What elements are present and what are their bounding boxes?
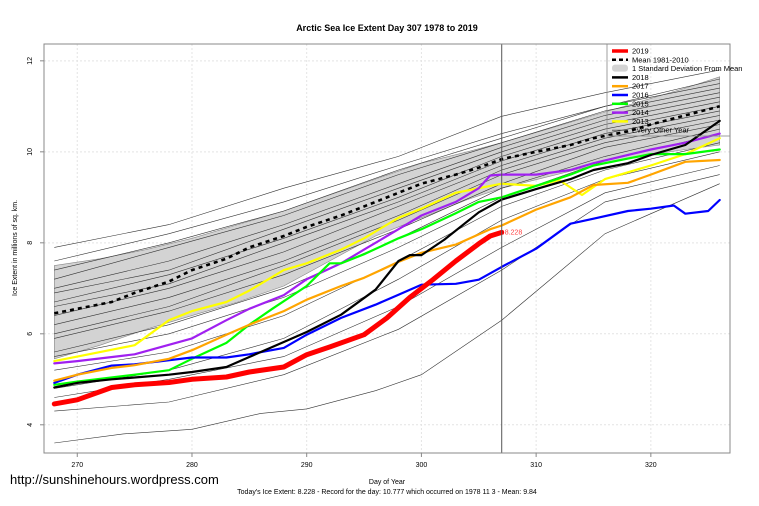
x-tick-label: 270 <box>71 462 83 469</box>
legend-item: 2014 <box>612 108 649 117</box>
mean-line <box>54 105 721 315</box>
series-line-2015 <box>53 148 721 386</box>
legend-label: 2013 <box>632 117 649 126</box>
series-line-2013 <box>53 137 721 363</box>
footer-summary: Today's Ice Extent: 8.228 - Record for t… <box>237 489 537 496</box>
other-year-line <box>54 106 720 307</box>
other-year-line <box>54 92 720 289</box>
other-year-line <box>54 87 720 280</box>
series-line-2018 <box>53 119 721 389</box>
other-year-line <box>54 101 720 303</box>
x-tick-label: 290 <box>301 462 313 469</box>
legend-item: 2017 <box>612 82 649 91</box>
other-year-line <box>54 119 720 335</box>
other-year-line <box>54 174 720 412</box>
chart-title: Arctic Sea Ice Extent Day 307 1978 to 20… <box>296 23 478 33</box>
other-year-line <box>54 183 720 444</box>
mean-series-line <box>54 105 721 315</box>
other-year-line <box>54 83 720 271</box>
legend-label: 2018 <box>632 73 649 82</box>
legend-label: 1 Standard Deviation From Mean <box>632 64 742 73</box>
legend-item: 2019 <box>612 47 649 56</box>
y-axis-label: Ice Extent in millions of sq. km. <box>12 200 19 296</box>
other-year-line <box>54 69 720 248</box>
legend-label: Mean 1981-2010 <box>632 55 689 64</box>
series-line-2014 <box>53 132 721 365</box>
y-tick-label: 12 <box>27 57 34 65</box>
y-tick-label: 8 <box>27 241 34 245</box>
legend-item: Every Other Year <box>612 126 690 135</box>
x-tick-label: 280 <box>186 462 198 469</box>
legend-item: 2015 <box>612 99 649 108</box>
other-year-line <box>54 115 720 325</box>
legend-label: Every Other Year <box>632 126 690 135</box>
legend-item: 1 Standard Deviation From Mean <box>612 64 742 73</box>
watermark-url: http://sunshinehours.wordpress.com <box>10 472 219 487</box>
other-year-line <box>54 96 720 294</box>
legend-label: 2016 <box>632 91 649 100</box>
legend-item: 2018 <box>612 73 649 82</box>
series-line-2019 <box>51 229 505 407</box>
y-tick-label: 4 <box>27 423 34 427</box>
legend-label: 2015 <box>632 99 649 108</box>
legend-item: 2013 <box>612 117 649 126</box>
x-tick-label: 320 <box>645 462 657 469</box>
current-value-label: 8.228 <box>505 229 523 236</box>
y-tick-label: 6 <box>27 332 34 336</box>
highlight-series <box>51 119 721 407</box>
legend-label: 2017 <box>632 82 649 91</box>
legend-label: 2019 <box>632 47 649 56</box>
legend-box <box>606 43 731 137</box>
legend-swatch-band <box>612 64 628 72</box>
series-line-2017 <box>53 158 721 382</box>
legend-item: Mean 1981-2010 <box>612 55 689 64</box>
y-tick-label: 10 <box>27 148 34 156</box>
series-line-2016 <box>53 198 721 384</box>
x-axis: 270 280 290 300 310 320 <box>44 452 730 469</box>
x-tick-label: 300 <box>416 462 428 469</box>
legend-label: 2014 <box>632 108 649 117</box>
legend-item: 2016 <box>612 91 649 100</box>
x-axis-label: Day of Year <box>369 479 406 486</box>
x-tick-label: 310 <box>530 462 542 469</box>
y-axis: 4 6 8 10 12 <box>27 57 44 427</box>
other-year-line <box>54 110 720 316</box>
